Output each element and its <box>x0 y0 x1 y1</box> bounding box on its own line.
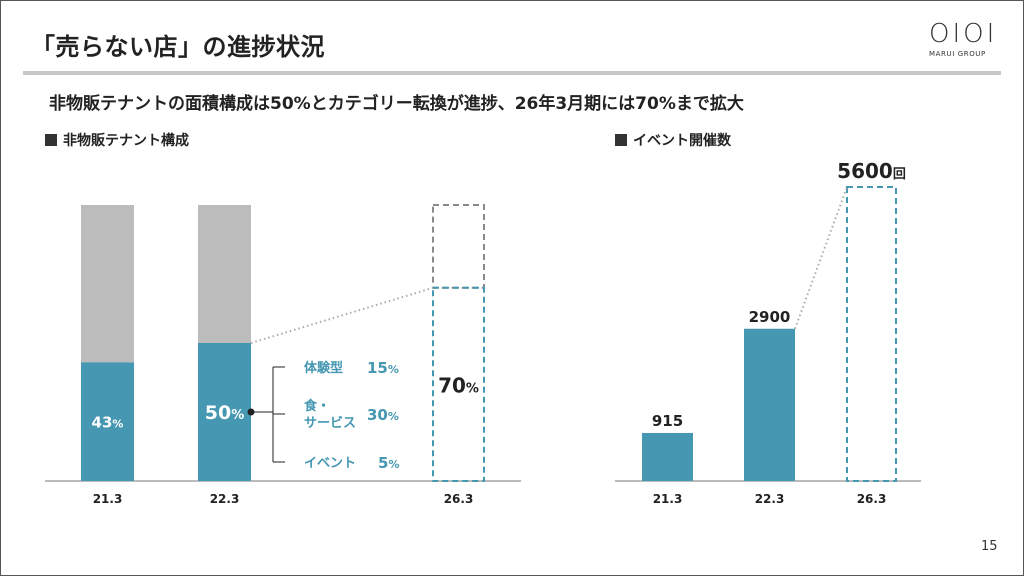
logo-subtitle: MARUI GROUP <box>929 50 986 58</box>
bar-21.3 <box>81 362 134 481</box>
x-tick-22.3: 22.3 <box>210 492 240 506</box>
breakdown-value-2: 5% <box>378 454 399 472</box>
left-chart-title: 非物販テナント構成 <box>45 130 189 150</box>
breakdown-value-1: 30% <box>367 406 399 424</box>
bar-events-21.3 <box>642 432 693 481</box>
bar-remainder-21.3 <box>81 205 134 363</box>
breakdown-label-1-b: サービス <box>304 415 356 431</box>
title-divider <box>23 71 1001 75</box>
slide-subtitle: 非物販テナントの面積構成は50%とカテゴリー転換が進捗、26年3月期には70%ま… <box>49 94 744 114</box>
page-title: 「売らない店」の進捗状況 <box>31 33 325 61</box>
page-number: 15 <box>981 539 998 554</box>
data-label-events-26.3: 5600回 <box>837 159 906 183</box>
data-label-22.3: 50% <box>205 402 244 424</box>
breakdown-value-0: 15% <box>367 359 399 377</box>
breakdown-label-0: 体験型 <box>304 360 343 376</box>
right-chart-title-text: イベント開催数 <box>633 133 731 149</box>
bar-events-22.3 <box>744 328 795 481</box>
left-chart-title-text: 非物販テナント構成 <box>63 133 189 149</box>
x-tick-events-22.3: 22.3 <box>755 492 785 506</box>
x-tick-21.3: 21.3 <box>93 492 123 506</box>
data-label-26.3: 70% <box>438 373 479 397</box>
logo-marks: OIOI <box>929 19 998 49</box>
right-chart-title: イベント開催数 <box>615 130 731 150</box>
trend-connector-left <box>250 286 434 344</box>
data-label-21.3: 43% <box>92 414 124 432</box>
breakdown-label-1-a: 食・ <box>304 398 330 414</box>
data-label-events-21.3: 915 <box>652 412 683 430</box>
bar-outline-26.3 <box>432 286 485 482</box>
bar-outline-events-26.3 <box>846 186 897 482</box>
x-tick-events-26.3: 26.3 <box>857 492 887 506</box>
data-label-events-22.3: 2900 <box>749 308 791 326</box>
marui-group-logo: OIOI MARUI GROUP <box>929 21 1001 71</box>
square-bullet-icon <box>45 134 57 146</box>
x-tick-26.3: 26.3 <box>444 492 474 506</box>
x-tick-events-21.3: 21.3 <box>653 492 683 506</box>
square-bullet-icon <box>615 134 627 146</box>
breakdown-label-2: イベント <box>304 456 356 471</box>
bar-outline-upper-26.3 <box>432 204 485 289</box>
trend-connector-right <box>794 186 848 330</box>
bar-remainder-22.3 <box>198 205 251 343</box>
bar-22.3 <box>198 343 251 481</box>
